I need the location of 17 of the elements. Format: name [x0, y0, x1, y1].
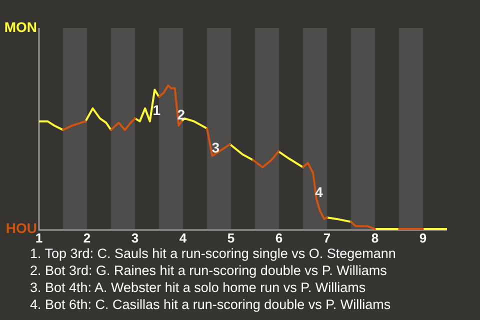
x-tick-label: 3	[131, 230, 139, 246]
x-tick-label: 7	[323, 230, 331, 246]
x-tick-label: 4	[179, 230, 188, 246]
x-tick-label: 1	[35, 230, 43, 246]
text: 1. Top 3rd: C. Sauls hit a run-scoring single vs O. Stegemann	[30, 245, 396, 262]
annotation: 1	[152, 102, 161, 118]
x-tick-label: 5	[227, 230, 235, 246]
x-tick-label: 8	[371, 230, 379, 246]
x-tick-label: 2	[83, 230, 91, 246]
text: 4. Bot 6th: C. Casillas hit a run-scoring double vs P. Williams	[30, 296, 392, 313]
x-tick-label: 9	[419, 230, 427, 246]
text: 2. Bot 3rd: G. Raines hit a run-scoring double vs P. Williams	[30, 262, 388, 279]
annotation: 3	[212, 139, 220, 156]
text: MON	[4, 18, 37, 35]
text: 3. Bot 4th: A. Webster hit a solo home run vs P. Williams	[30, 279, 367, 296]
x-tick-label: 6	[275, 230, 283, 246]
text: HOU	[6, 220, 37, 236]
